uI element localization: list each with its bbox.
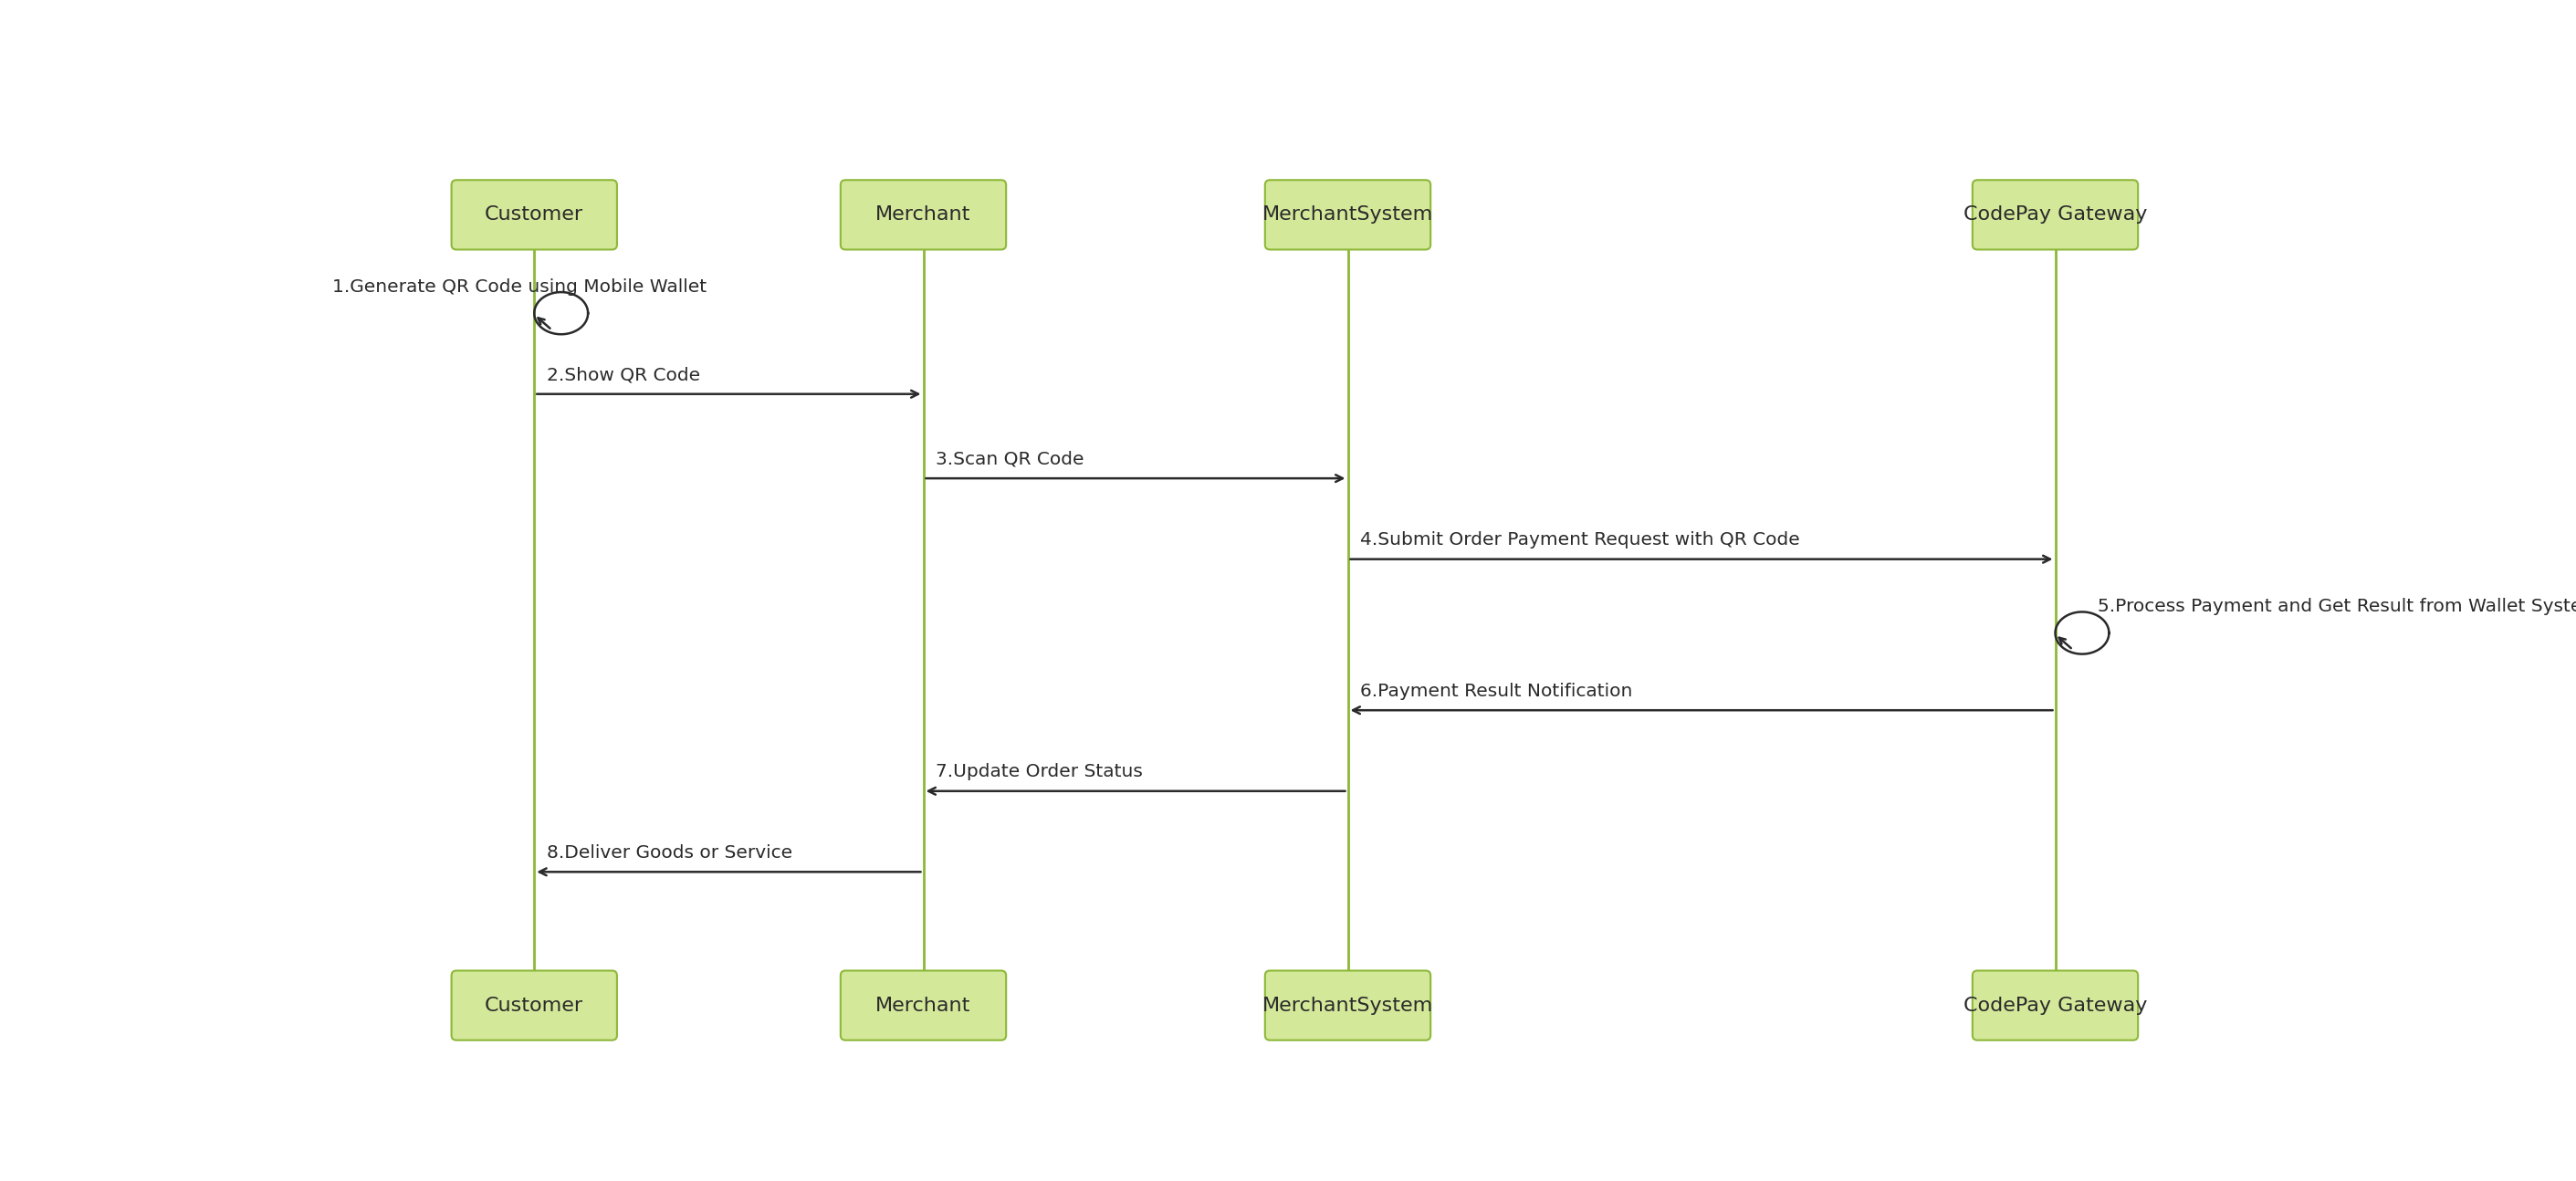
Text: MerchantSystem: MerchantSystem (1262, 997, 1432, 1014)
FancyBboxPatch shape (1265, 180, 1430, 249)
Text: 1.Generate QR Code using Mobile Wallet: 1.Generate QR Code using Mobile Wallet (332, 279, 706, 295)
Text: 6.Payment Result Notification: 6.Payment Result Notification (1360, 683, 1633, 699)
FancyBboxPatch shape (1973, 180, 2138, 249)
Text: 2.Show QR Code: 2.Show QR Code (546, 366, 701, 384)
Text: CodePay Gateway: CodePay Gateway (1963, 205, 2148, 224)
Text: Customer: Customer (484, 997, 585, 1014)
Text: Merchant: Merchant (876, 997, 971, 1014)
Text: MerchantSystem: MerchantSystem (1262, 205, 1432, 224)
FancyBboxPatch shape (1265, 971, 1430, 1040)
Text: Customer: Customer (484, 205, 585, 224)
FancyBboxPatch shape (1973, 971, 2138, 1040)
Text: 7.Update Order Status: 7.Update Order Status (935, 763, 1144, 781)
FancyBboxPatch shape (840, 971, 1007, 1040)
Text: 8.Deliver Goods or Service: 8.Deliver Goods or Service (546, 844, 793, 861)
Text: 5.Process Payment and Get Result from Wallet System: 5.Process Payment and Get Result from Wa… (2097, 598, 2576, 615)
Text: 3.Scan QR Code: 3.Scan QR Code (935, 450, 1084, 468)
FancyBboxPatch shape (451, 180, 618, 249)
FancyBboxPatch shape (451, 971, 618, 1040)
Text: Merchant: Merchant (876, 205, 971, 224)
Text: CodePay Gateway: CodePay Gateway (1963, 997, 2148, 1014)
Text: 4.Submit Order Payment Request with QR Code: 4.Submit Order Payment Request with QR C… (1360, 531, 1801, 549)
FancyBboxPatch shape (840, 180, 1007, 249)
